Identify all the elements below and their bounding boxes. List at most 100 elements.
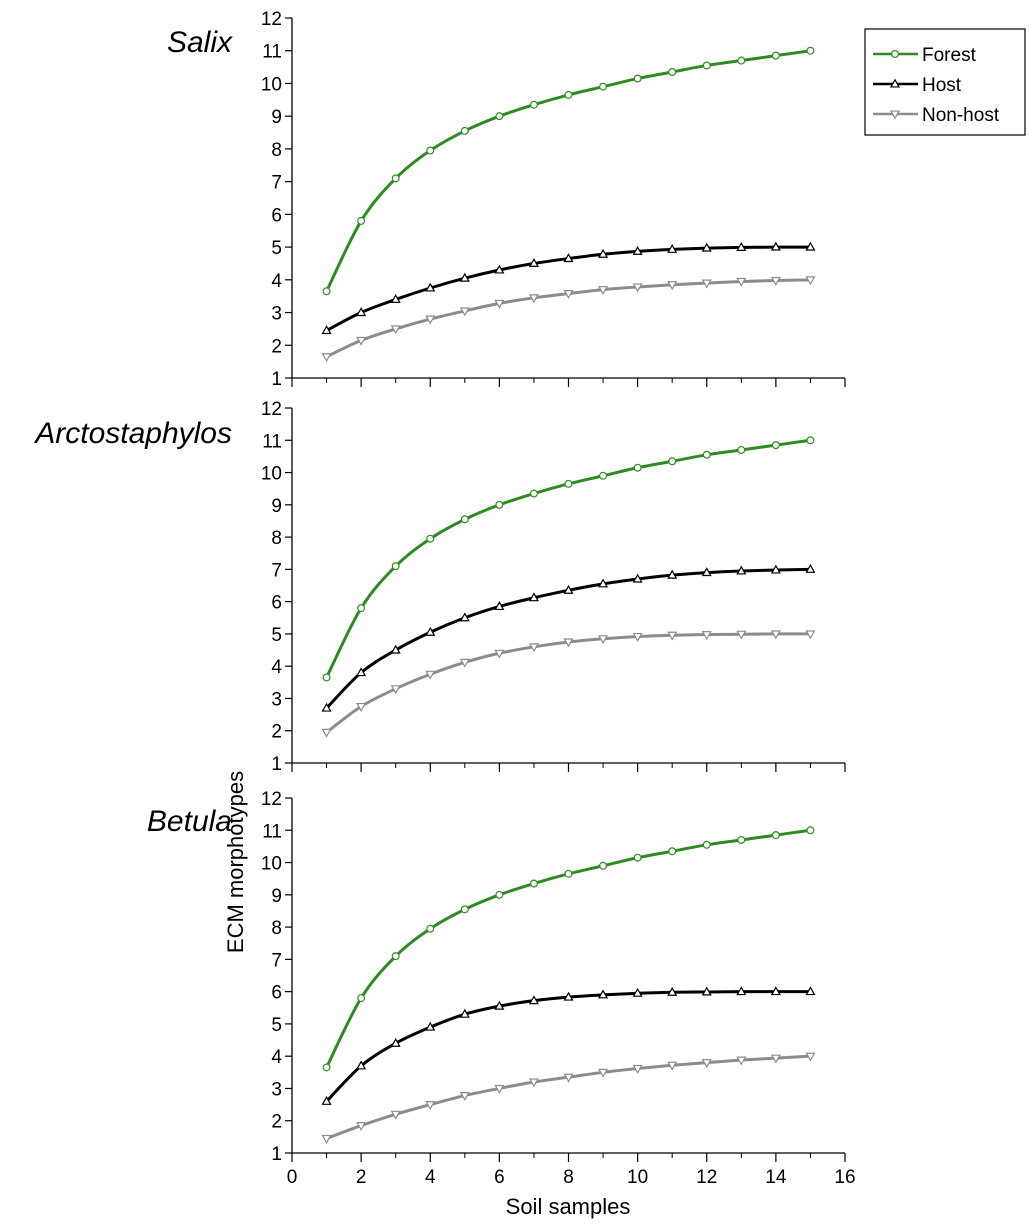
point-host: [736, 986, 747, 996]
point-forest: [322, 673, 331, 682]
series-forest: [322, 46, 815, 296]
y-tick-label: 6: [271, 593, 282, 614]
point-non-host: [494, 649, 505, 659]
y-tick-label: 5: [271, 1015, 282, 1036]
point-forest: [322, 1063, 331, 1072]
panel-title-salix: Salix: [167, 26, 233, 59]
point-non-host: [425, 315, 436, 325]
point-forest: [633, 853, 642, 862]
y-tick-label: 1: [271, 1144, 282, 1165]
point-forest: [495, 890, 504, 899]
point-host: [736, 565, 747, 575]
point-forest: [599, 82, 608, 91]
point-forest: [426, 534, 435, 543]
point-forest: [357, 216, 366, 225]
y-tick-label: 3: [271, 1079, 282, 1100]
point-non-host: [563, 638, 574, 648]
point-forest: [806, 826, 815, 835]
point-forest: [633, 74, 642, 83]
point-non-host: [598, 1068, 609, 1078]
y-tick-label: 6: [271, 205, 282, 226]
point-host: [598, 578, 609, 588]
point-non-host: [770, 1054, 781, 1064]
point-non-host: [356, 336, 367, 346]
y-tick-label: 8: [271, 918, 282, 939]
point-forest: [737, 835, 746, 844]
legend-entry-host: Host: [873, 75, 962, 96]
point-non-host: [632, 283, 643, 293]
point-non-host: [390, 1110, 401, 1120]
point-non-host: [598, 286, 609, 296]
y-tick-label: 1: [271, 369, 282, 390]
y-tick-label: 8: [271, 528, 282, 549]
point-host: [667, 986, 678, 996]
y-tick-label: 2: [271, 336, 282, 357]
point-non-host: [667, 281, 678, 291]
point-non-host: [425, 1101, 436, 1111]
point-non-host: [563, 290, 574, 299]
point-forest: [357, 994, 366, 1003]
point-forest: [737, 56, 746, 65]
point-forest: [391, 562, 400, 571]
point-non-host: [494, 1084, 505, 1094]
series-line-forest: [325, 828, 812, 1069]
point-host: [390, 294, 401, 303]
point-non-host: [736, 630, 747, 640]
y-tick-label: 11: [262, 42, 282, 63]
point-host: [598, 989, 609, 999]
point-non-host: [805, 630, 816, 640]
point-non-host: [701, 631, 712, 640]
y-tick-label: 11: [262, 821, 282, 842]
legend-marker-non-host: [889, 110, 901, 120]
point-non-host: [805, 276, 816, 286]
y-tick-label: 7: [271, 950, 282, 971]
point-host: [459, 1008, 470, 1018]
point-forest: [529, 879, 538, 888]
point-non-host: [356, 1122, 367, 1131]
point-non-host: [632, 632, 643, 642]
point-forest: [529, 489, 538, 498]
point-non-host: [528, 294, 539, 304]
point-non-host: [736, 1056, 747, 1066]
point-forest: [771, 441, 780, 450]
series-host: [321, 241, 816, 335]
series-host: [321, 986, 816, 1105]
point-forest: [633, 463, 642, 472]
point-non-host: [321, 1134, 332, 1144]
point-forest: [564, 479, 573, 488]
point-forest: [702, 61, 711, 70]
y-tick-label: 10: [261, 464, 282, 485]
point-host: [770, 241, 781, 251]
point-forest: [495, 500, 504, 509]
point-forest: [426, 924, 435, 933]
point-host: [563, 991, 574, 1001]
point-non-host: [459, 1092, 470, 1101]
x-axis-title: Soil samples: [506, 1194, 631, 1219]
y-tick-label: 5: [271, 625, 282, 646]
series-non-host: [321, 630, 816, 738]
point-forest: [564, 90, 573, 99]
point-host: [667, 243, 678, 253]
legend-label-host: Host: [922, 75, 962, 96]
point-non-host: [770, 630, 781, 640]
point-forest: [702, 450, 711, 459]
point-host: [356, 307, 367, 317]
series-line-non-host: [325, 1054, 812, 1140]
point-host: [356, 1060, 367, 1070]
point-host: [632, 245, 643, 255]
panel-title-arctostaphylos: Arctostaphylos: [33, 417, 232, 450]
point-host: [701, 242, 712, 252]
y-tick-label: 4: [271, 1047, 282, 1068]
point-non-host: [356, 702, 367, 712]
point-host: [390, 644, 401, 654]
point-non-host: [598, 635, 609, 645]
point-host: [701, 567, 712, 577]
point-non-host: [563, 1073, 574, 1083]
y-tick-label: 3: [271, 689, 282, 710]
point-non-host: [459, 307, 470, 317]
point-host: [528, 592, 539, 602]
legend-marker-host: [889, 78, 901, 88]
y-tick-label: 5: [271, 238, 282, 259]
x-tick-label: 16: [834, 1167, 855, 1188]
